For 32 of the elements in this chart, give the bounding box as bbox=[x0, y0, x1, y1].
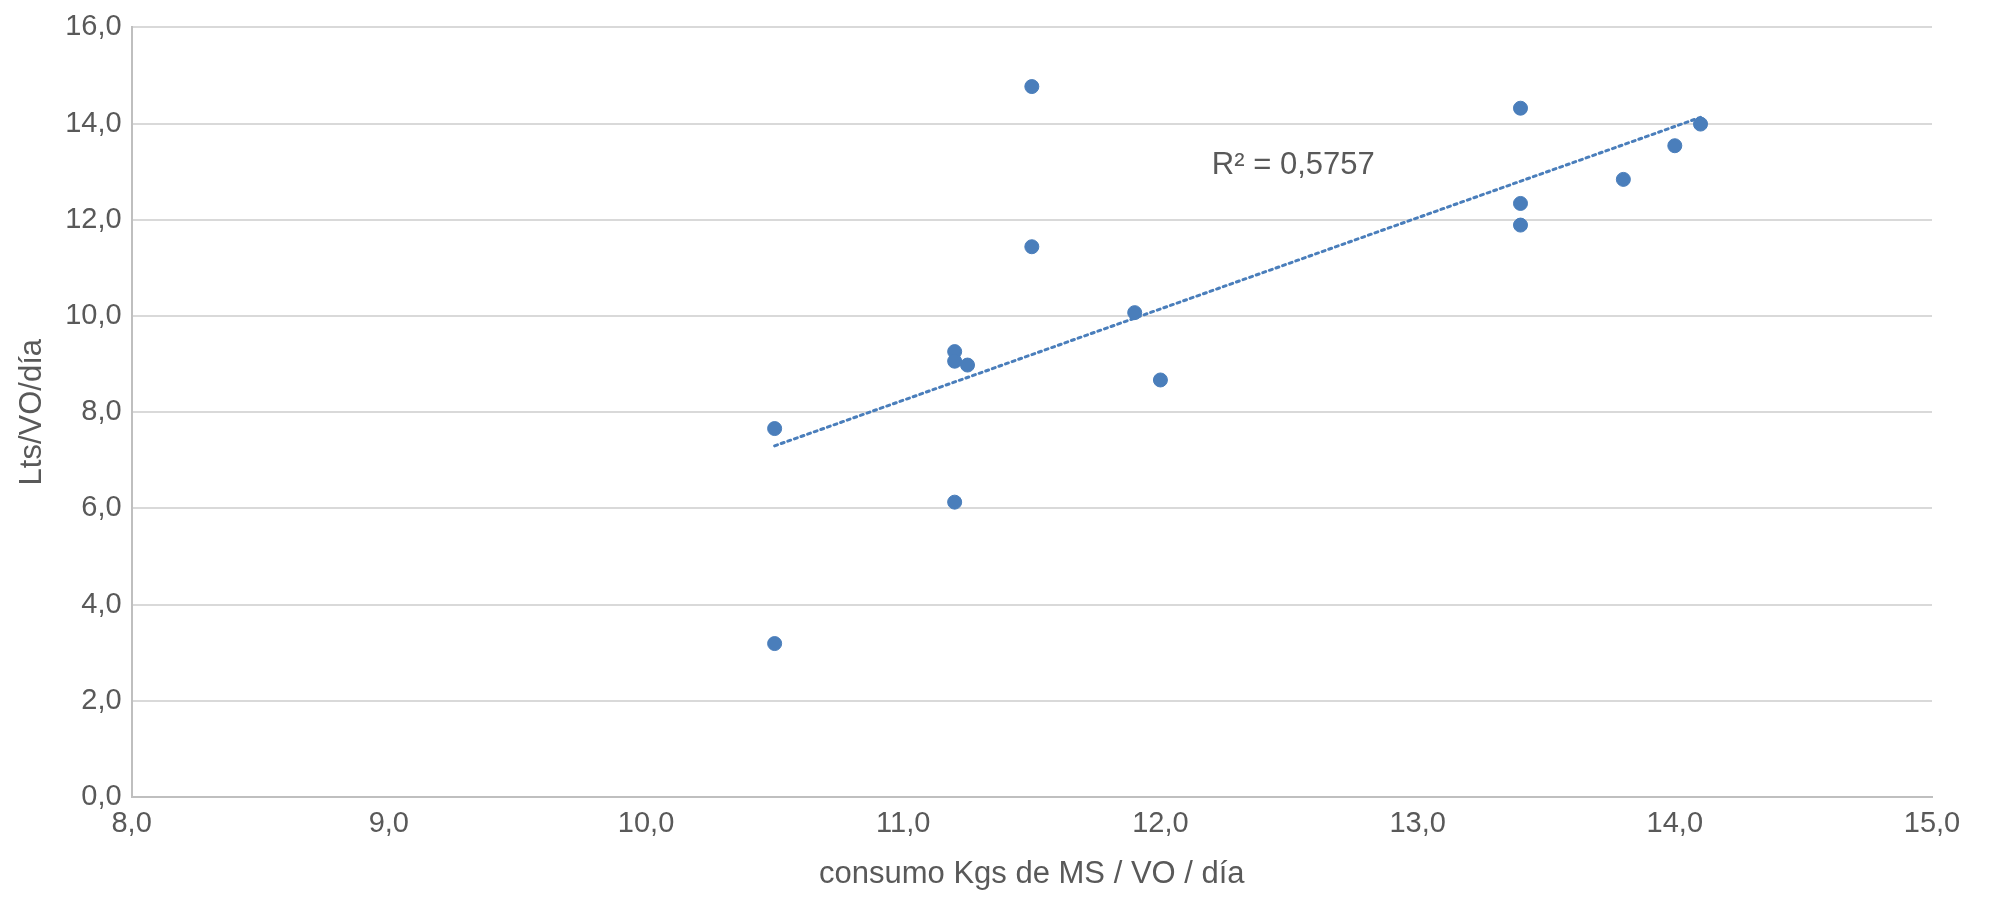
point bbox=[1615, 171, 1631, 187]
y-tick-label: 10,0 bbox=[65, 298, 122, 330]
y-tick-label: 8,0 bbox=[81, 394, 122, 427]
y-tick-label: 16,0 bbox=[65, 9, 122, 42]
x-tick-label: 14,0 bbox=[1646, 806, 1704, 839]
x-tick-label: 15,0 bbox=[1903, 806, 1961, 839]
x-axis-title: consumo Kgs de MS / VO / día bbox=[819, 854, 1246, 890]
point bbox=[947, 494, 963, 510]
point bbox=[1152, 372, 1168, 388]
x-tick-label: 13,0 bbox=[1389, 806, 1446, 839]
point bbox=[960, 357, 976, 373]
point bbox=[1512, 217, 1528, 233]
point bbox=[1024, 239, 1040, 255]
y-axis-title: Lts/VO/día bbox=[13, 338, 49, 486]
y-tick-label: 4,0 bbox=[81, 586, 122, 619]
y-tick-label: 12,0 bbox=[65, 201, 122, 234]
point bbox=[767, 421, 783, 437]
x-tick-label: 11,0 bbox=[876, 806, 931, 839]
x-tick-label: 9,0 bbox=[368, 806, 409, 839]
point bbox=[1693, 116, 1709, 132]
point bbox=[1512, 100, 1528, 116]
y-tick-label: 6,0 bbox=[81, 490, 122, 523]
point bbox=[1512, 195, 1528, 211]
point bbox=[767, 636, 783, 652]
point bbox=[1667, 138, 1683, 154]
annotation: R² = 0,5757 bbox=[1211, 146, 1375, 182]
point bbox=[1127, 305, 1143, 321]
x-tick-label: 10,0 bbox=[617, 806, 675, 839]
point bbox=[1024, 79, 1040, 95]
y-tick-label: 2,0 bbox=[81, 682, 122, 715]
y-tick-label: 14,0 bbox=[65, 105, 122, 138]
x-tick-label: 12,0 bbox=[1132, 806, 1189, 839]
